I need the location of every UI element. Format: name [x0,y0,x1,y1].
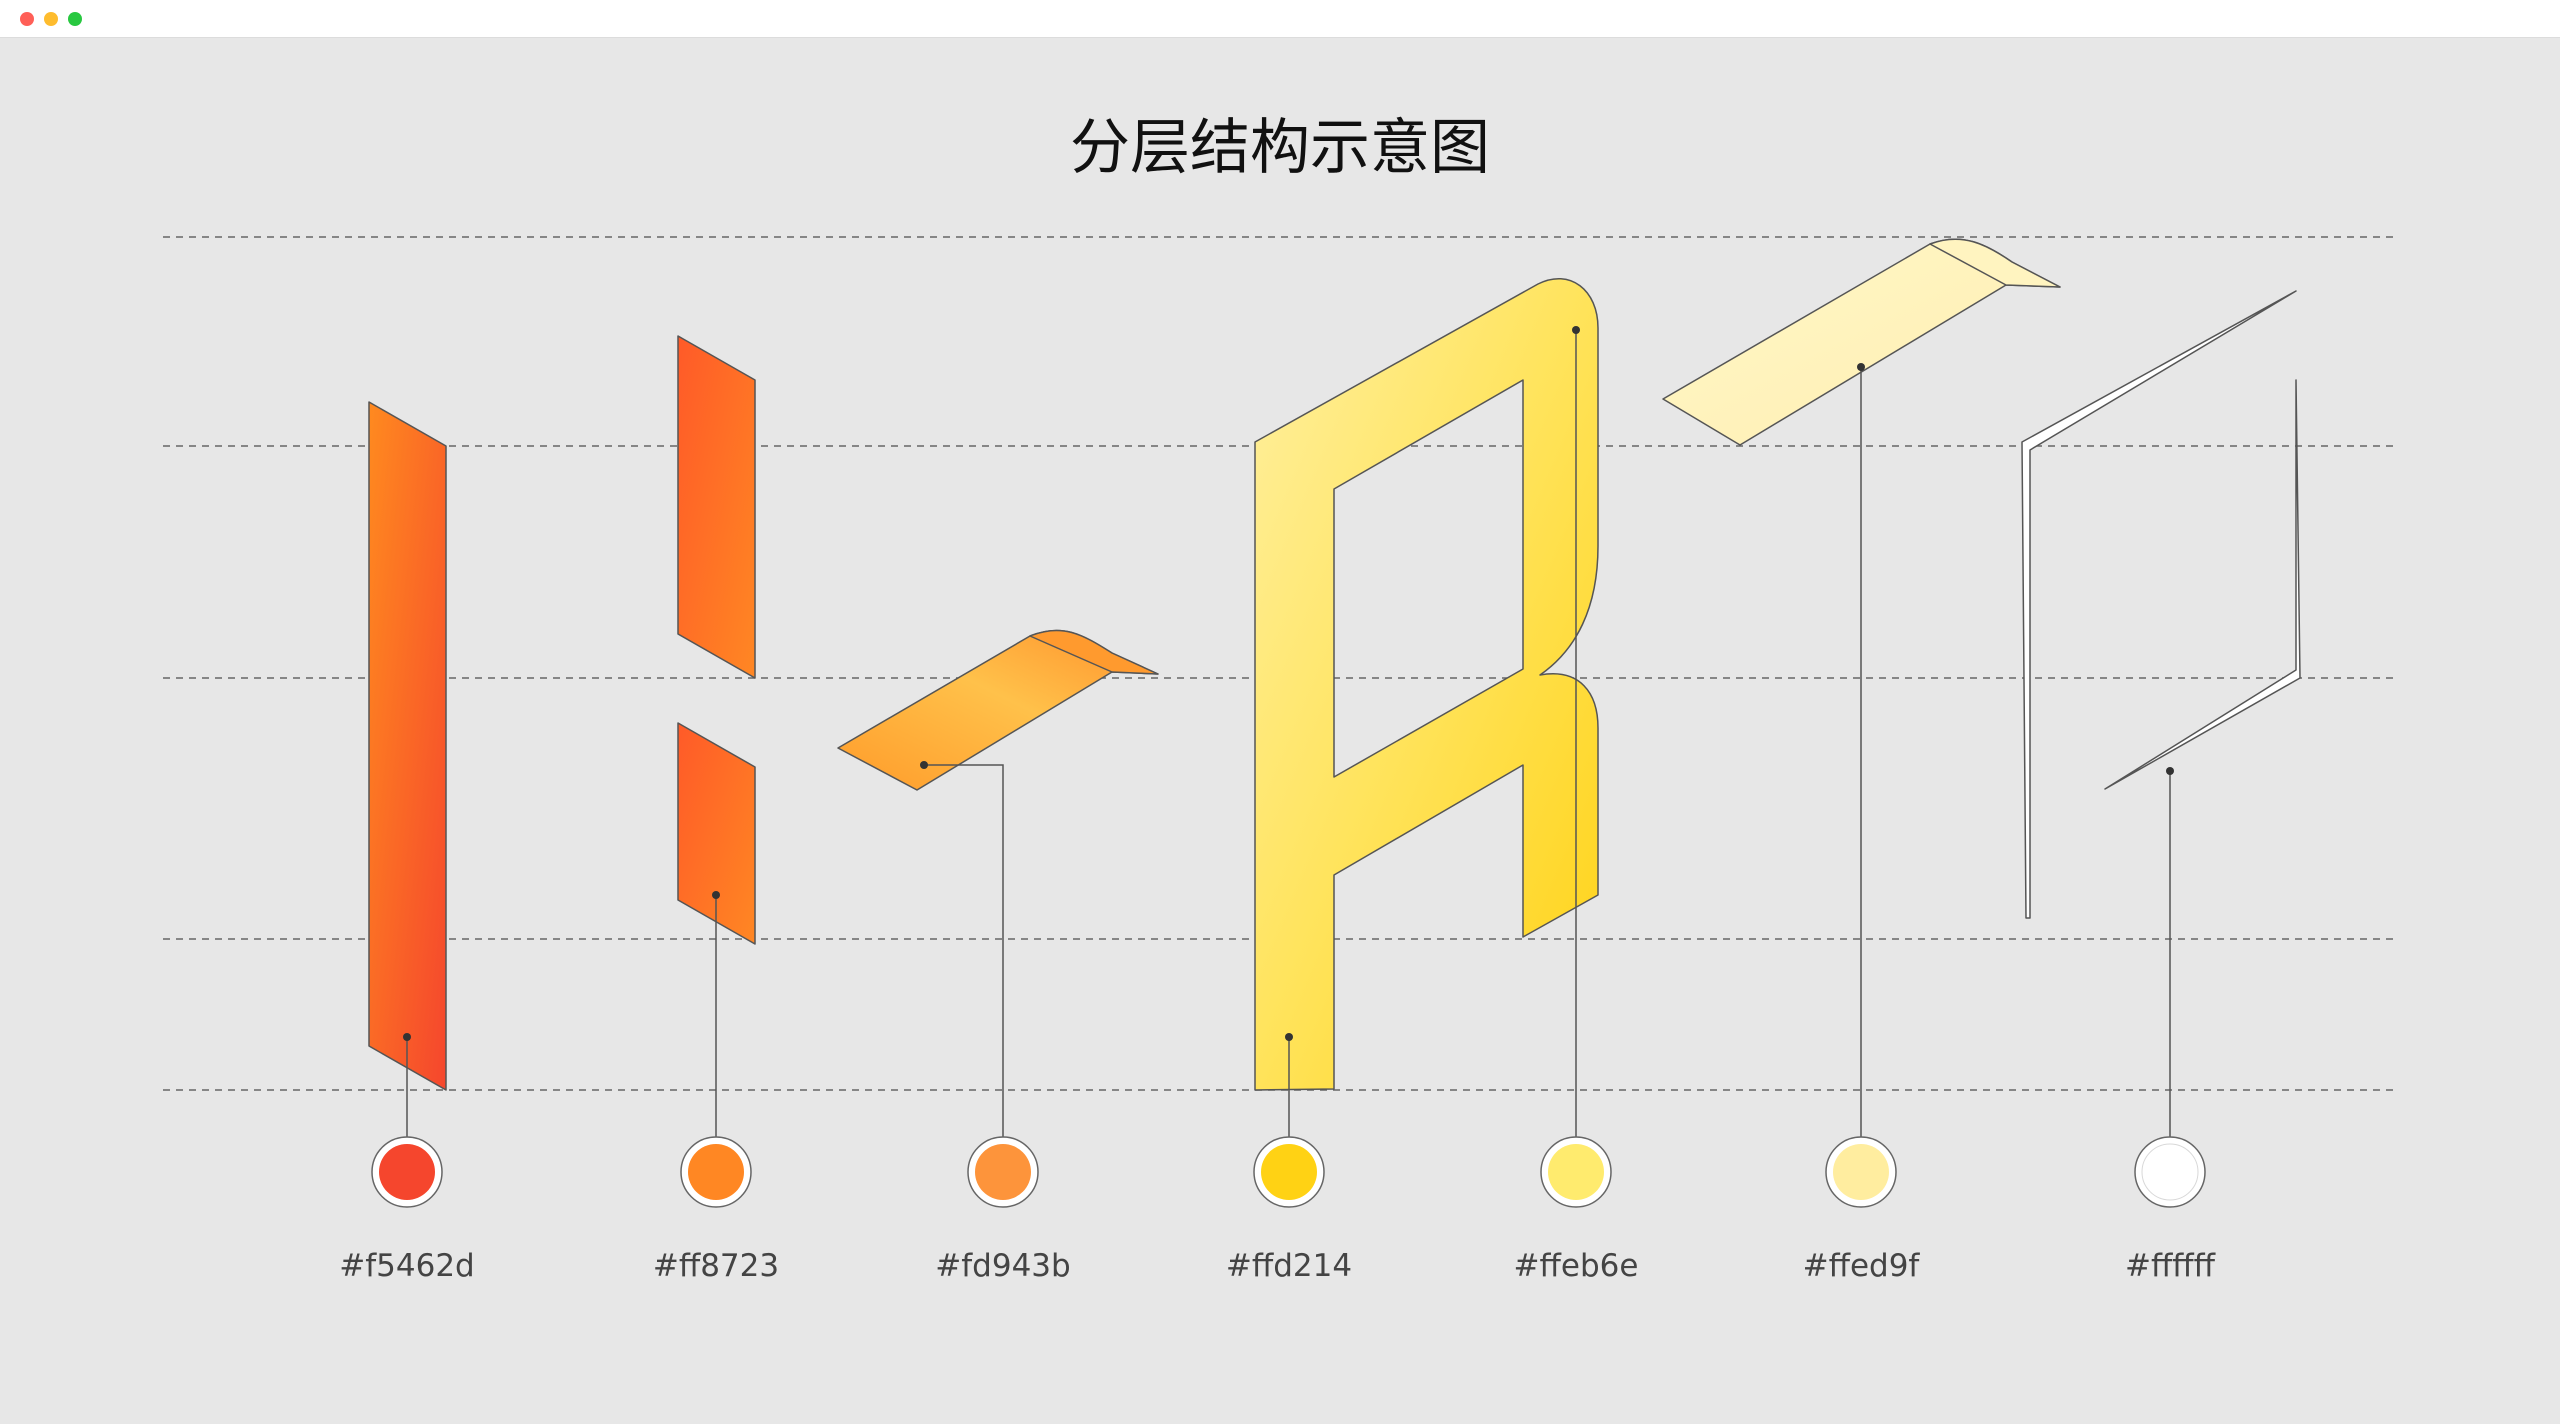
swatch-1: #f5462d [339,1136,475,1284]
anchor-dot [920,761,928,769]
layer-shape-6-right [2104,379,2301,790]
swatch-7: #ffffff [2125,1136,2216,1284]
connector-3 [924,764,1004,1170]
swatch-label: #ffd214 [1226,1248,1352,1284]
swatches: #f5462d #ff8723 #fd943b #ffd214 [339,1136,2216,1284]
connectors [406,330,2171,1170]
anchor-dot [1285,1033,1293,1041]
swatch-3: #fd943b [935,1136,1071,1284]
diagram-canvas: 分层结构示意图 [0,38,2560,1424]
anchor-dot [1572,326,1580,334]
swatch-label: #ff8723 [653,1248,779,1284]
anchor-dot [2166,767,2174,775]
swatch-fill [688,1144,744,1200]
swatch-label: #ffeb6e [1514,1248,1639,1284]
zoom-button[interactable] [68,12,82,26]
anchor-dots [403,326,2174,1041]
layer-shape-1 [368,401,447,1091]
layer-diagram: 分层结构示意图 [163,113,2397,1284]
swatch-fill [1548,1144,1604,1200]
swatch-4: #ffd214 [1226,1136,1352,1284]
close-button[interactable] [20,12,34,26]
swatch-fill [379,1144,435,1200]
swatch-label: #ffed9f [1803,1248,1921,1284]
swatch-2: #ff8723 [653,1136,779,1284]
diagram-title: 分层结构示意图 [1070,113,1490,183]
anchor-dot [1857,363,1865,371]
swatch-fill [1261,1144,1317,1200]
layer-shape-4 [1254,278,1599,1091]
swatch-fill [2141,1143,2199,1201]
layer-shapes [368,238,2301,1091]
layer-shape-5-fold [1929,238,2061,288]
anchor-dot [403,1033,411,1041]
minimize-button[interactable] [44,12,58,26]
swatch-fill [1833,1144,1889,1200]
layer-shape-3-fold [1029,629,1159,675]
swatch-6: #ffed9f [1803,1136,1921,1284]
layer-shape-2-top [677,335,756,679]
title-bar [0,0,2560,38]
swatch-label: #f5462d [339,1248,474,1284]
swatch-5: #ffeb6e [1514,1136,1639,1284]
swatch-fill [975,1144,1031,1200]
swatch-label: #ffffff [2125,1248,2216,1284]
layer-shape-6 [2021,290,2297,919]
anchor-dot [712,891,720,899]
layer-shape-2-bottom [677,722,756,945]
swatch-label: #fd943b [935,1248,1070,1284]
